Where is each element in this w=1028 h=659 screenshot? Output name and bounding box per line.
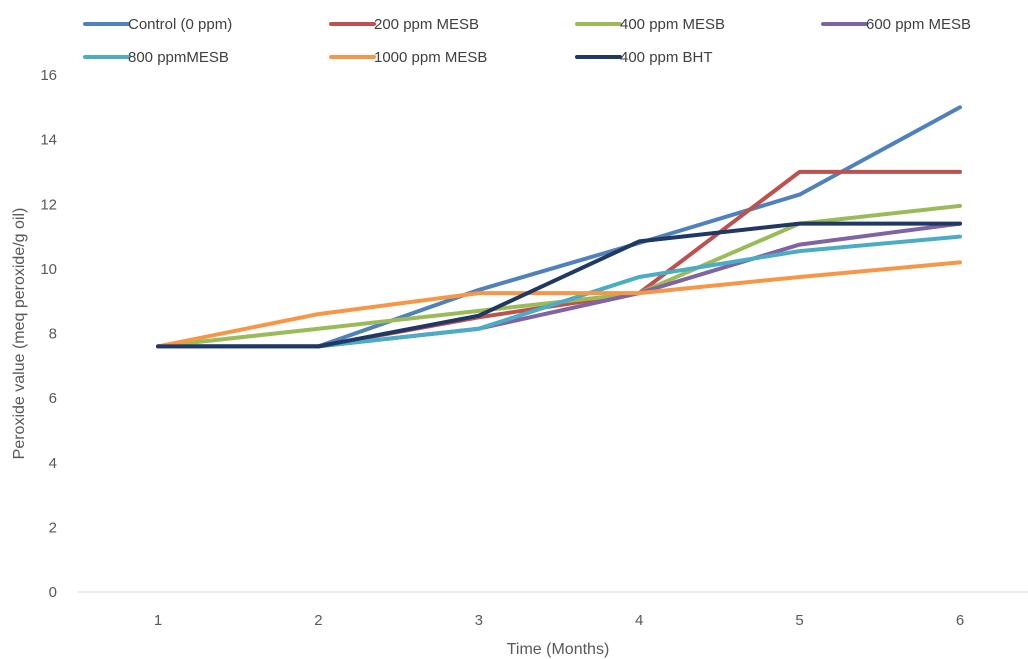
y-tick-label: 4 (49, 455, 57, 472)
y-tick-label: 0 (49, 584, 57, 601)
series-line-2 (156, 203, 962, 349)
legend-label-2: 400 ppm MESB (620, 16, 725, 33)
x-axis-tick-labels: 1 2 3 4 5 6 (154, 612, 964, 629)
x-tick-label: 3 (475, 612, 483, 629)
y-tick-label: 10 (40, 261, 57, 278)
y-axis-title: Peroxide value (meq peroxide/g oil) (11, 208, 28, 460)
y-tick-label: 2 (49, 519, 57, 536)
legend-label-4: 800 ppmMESB (128, 49, 229, 66)
series-line-3 (156, 221, 962, 349)
legend: Control (0 ppm) 200 ppm MESB 400 ppm MESB 6… (83, 16, 971, 66)
x-tick-label: 6 (956, 612, 964, 629)
x-axis-title: Time (Months) (507, 641, 610, 658)
legend-label-1: 200 ppm MESB (374, 16, 479, 33)
x-tick-label: 5 (795, 612, 803, 629)
y-axis-tick-labels: 0 2 4 6 8 10 12 14 16 (40, 67, 57, 601)
series-line-6 (156, 221, 962, 349)
legend-label-5: 1000 ppm MESB (374, 49, 487, 66)
y-tick-label: 12 (40, 196, 57, 213)
y-tick-label: 6 (49, 390, 57, 407)
y-tick-label: 16 (40, 67, 57, 84)
legend-label-0: Control (0 ppm) (128, 16, 232, 33)
y-tick-label: 8 (49, 326, 57, 343)
x-tick-label: 4 (635, 612, 643, 629)
x-tick-label: 1 (154, 612, 162, 629)
series-line-5 (156, 260, 962, 349)
series-lines (156, 105, 962, 349)
x-tick-label: 2 (314, 612, 322, 629)
y-tick-label: 14 (40, 132, 57, 149)
legend-label-3: 600 ppm MESB (866, 16, 971, 33)
legend-label-6: 400 ppm BHT (620, 49, 713, 66)
